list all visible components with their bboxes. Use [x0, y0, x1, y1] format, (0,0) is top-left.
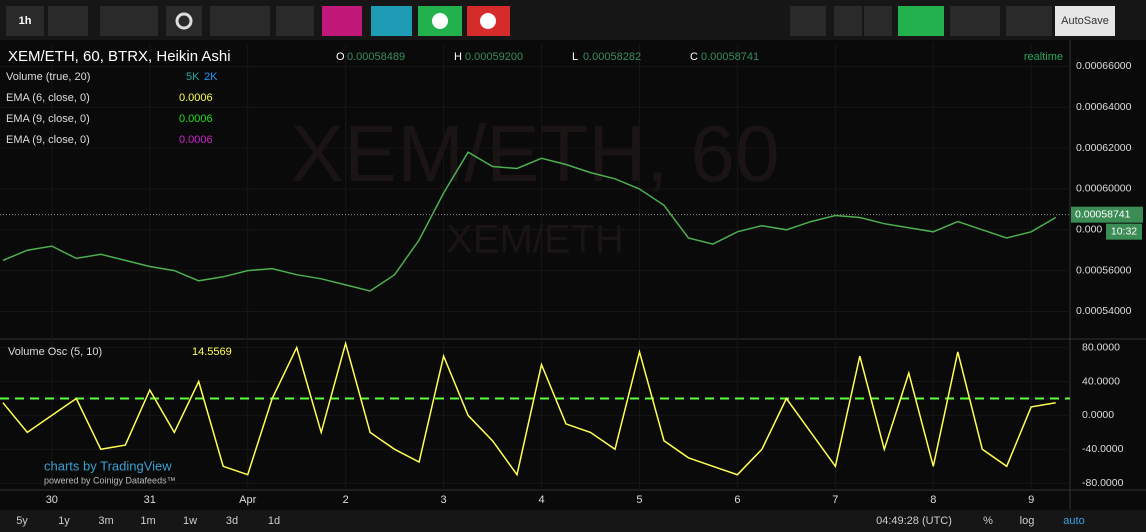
ohlc-key: O: [336, 51, 345, 63]
branding-sub: powered by Coinigy Datafeeds™: [44, 475, 176, 485]
osc-value: 14.5569: [192, 346, 232, 358]
redo-button[interactable]: [864, 6, 892, 36]
ohlc-value: 0.00058282: [583, 51, 641, 63]
settings-button[interactable]: [166, 6, 202, 36]
down-icon: [480, 13, 496, 29]
interval-label: 1h: [19, 15, 32, 27]
x-tick-label: 6: [734, 494, 740, 506]
x-tick-label: 30: [46, 494, 58, 506]
clock: 04:49:28 (UTC): [876, 515, 952, 527]
indicator-name[interactable]: EMA (9, close, 0): [6, 113, 90, 125]
indicator-value: 0.0006: [179, 92, 213, 104]
chart-style-button[interactable]: [100, 6, 158, 36]
log-toggle[interactable]: log: [1020, 515, 1035, 527]
load-button[interactable]: [950, 6, 1000, 36]
fullscreen-button[interactable]: [790, 6, 826, 36]
watermark: XEM/ETH, 60: [290, 109, 779, 198]
up-icon: [432, 13, 448, 29]
range-button[interactable]: 3m: [98, 515, 113, 527]
range-button[interactable]: 5y: [16, 515, 28, 527]
indicators-button[interactable]: [210, 6, 270, 36]
realtime-label: realtime: [1024, 51, 1063, 63]
snapshot-button[interactable]: [898, 6, 944, 36]
alert-button[interactable]: [371, 6, 412, 36]
indicator-name[interactable]: EMA (9, close, 0): [6, 134, 90, 146]
interval-button[interactable]: [6, 6, 44, 36]
osc-tick-label: -40.0000: [1082, 443, 1124, 455]
indicator-value: 5K: [186, 71, 200, 83]
x-tick-label: 7: [832, 494, 838, 506]
ohlc-key: H: [454, 51, 462, 63]
ohlc-value: 0.00058741: [701, 51, 759, 63]
y-tick-label: 0.00062000: [1076, 142, 1132, 154]
undo-button[interactable]: [834, 6, 862, 36]
x-tick-label: 9: [1028, 494, 1034, 506]
autosave-label: AutoSave: [1061, 15, 1109, 27]
range-button[interactable]: 1w: [183, 515, 197, 527]
bottom-ranges: 5y 1y 3m 1m 1w 3d 1d: [16, 515, 280, 527]
y-tick-label: 0.00060000: [1076, 183, 1132, 195]
osc-tick-label: 0.0000: [1082, 409, 1114, 421]
legend: O 0.00058489 H 0.00059200 L 0.00058282 C 0.0005…: [6, 51, 759, 146]
symbol-title[interactable]: XEM/ETH, 60, BTRX, Heikin Ashi: [8, 48, 231, 65]
ohlc-value: 0.00058489: [347, 51, 405, 63]
bottom-bar: [0, 510, 1146, 532]
percent-toggle[interactable]: %: [983, 515, 993, 527]
ohlc-value: 0.00059200: [465, 51, 523, 63]
countdown-tag: [1106, 223, 1142, 240]
x-tick-label: 8: [930, 494, 936, 506]
compare-button[interactable]: [276, 6, 314, 36]
osc-tick-label: -80.0000: [1082, 477, 1124, 489]
range-button[interactable]: 1d: [268, 515, 280, 527]
osc-name: Volume Osc (5, 10): [8, 346, 102, 358]
plot-area: 30 31 Apr 2 3 4 5 6 7 8 9 0.00054000 0.00056000 0.000…: [0, 44, 1143, 506]
x-tick-label: 2: [343, 494, 349, 506]
autosave-button[interactable]: [1055, 6, 1115, 36]
indicator-value: 0.0006: [179, 134, 213, 146]
y-tick-label: 0.00056000: [1076, 264, 1132, 276]
price-line: [2, 151, 1057, 292]
auto-toggle[interactable]: auto: [1063, 515, 1084, 527]
x-tick-label: 5: [636, 494, 642, 506]
watermark-small: XEM/ETH: [446, 218, 624, 262]
y-tick-label: 0.00064000: [1076, 101, 1132, 113]
y-tick-label: 0.00066000: [1076, 60, 1132, 72]
osc-tick-label: 80.0000: [1082, 341, 1120, 353]
branding[interactable]: charts by TradingView: [44, 458, 172, 473]
ohlc-key: L: [572, 51, 578, 63]
last-price-tag: [1071, 206, 1143, 223]
indicator-value: 2K: [204, 71, 218, 83]
cube-button[interactable]: [322, 6, 362, 36]
last-price-label: 0.00058741: [1075, 208, 1131, 220]
osc-tick-label: 40.0000: [1082, 375, 1120, 387]
indicator-name[interactable]: Volume (true, 20): [6, 71, 90, 83]
countdown-label: 10:32: [1111, 225, 1137, 237]
range-button[interactable]: 1m: [140, 515, 155, 527]
osc-line: [2, 340, 1056, 477]
indicator-value: 0.0006: [179, 113, 213, 125]
range-button[interactable]: 1y: [58, 515, 70, 527]
y-tick-label: 0.000: [1076, 224, 1102, 236]
x-tick-label: 3: [441, 494, 447, 506]
save-button[interactable]: [1006, 6, 1052, 36]
x-tick-label: 31: [144, 494, 156, 506]
x-tick-label: Apr: [239, 494, 256, 506]
range-button[interactable]: 3d: [226, 515, 238, 527]
indicator-name[interactable]: EMA (6, close, 0): [6, 92, 90, 104]
gear-icon: [175, 12, 193, 30]
y-tick-label: 0.00054000: [1076, 305, 1132, 317]
x-tick-label: 4: [538, 494, 544, 506]
interval-menu[interactable]: [48, 6, 88, 36]
ohlc-key: C: [690, 51, 698, 63]
